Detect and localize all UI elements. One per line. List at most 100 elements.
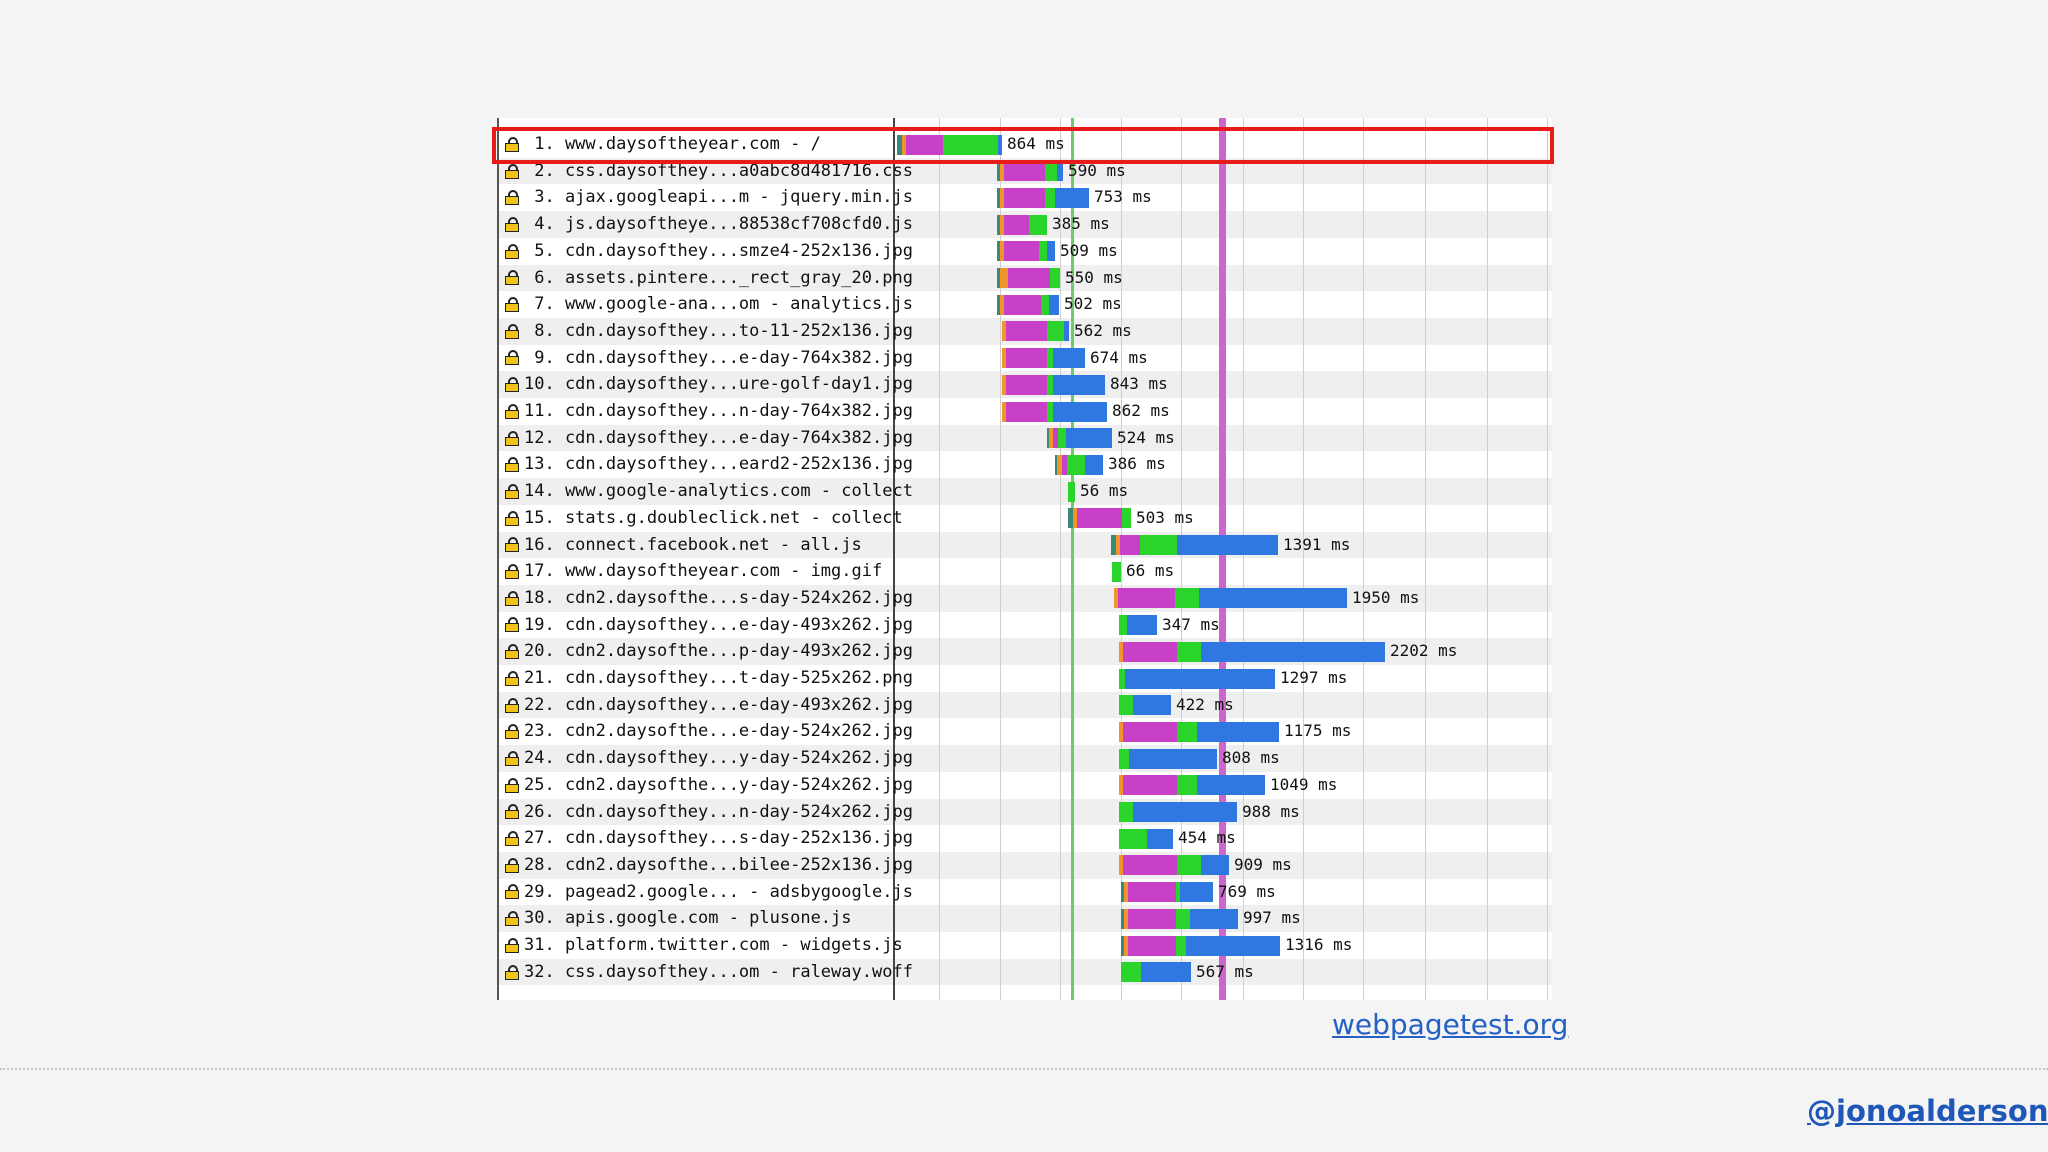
request-duration: 503 ms	[1136, 507, 1194, 527]
bar-segment-download	[1066, 428, 1112, 449]
request-url: 14. www.google-analytics.com - collect	[524, 481, 913, 502]
request-duration: 1175 ms	[1284, 721, 1352, 741]
bar-segment-ttfb	[1122, 508, 1131, 529]
request-label[interactable]: 24. cdn.daysofthey...y-day-524x262.jpg	[505, 745, 913, 772]
lock-icon	[505, 884, 519, 900]
dotted-separator	[0, 1068, 2048, 1070]
request-label[interactable]: 28. cdn2.daysofthe...bilee-252x136.jpg	[505, 852, 913, 879]
request-label[interactable]: 17. www.daysoftheyear.com - img.gif	[505, 558, 882, 585]
request-waterfall: 1. www.daysoftheyear.com - / 864 ms 2. cs…	[497, 118, 1552, 1000]
request-bar	[997, 214, 1047, 235]
request-label[interactable]: 7. www.google-ana...om - analytics.js	[505, 291, 913, 318]
request-bar	[1119, 641, 1385, 662]
bar-segment-connect	[1124, 935, 1128, 956]
bar-segment-ttfb	[1045, 161, 1057, 182]
request-label[interactable]: 12. cdn.daysofthey...e-day-764x382.jpg	[505, 425, 913, 452]
request-label[interactable]: 2. css.daysofthey...a0abc8d481716.css	[505, 158, 913, 185]
bar-segment-dns	[1047, 428, 1049, 449]
request-duration: 422 ms	[1176, 694, 1234, 714]
request-duration: 56 ms	[1080, 481, 1129, 501]
request-label[interactable]: 26. cdn.daysofthey...n-day-524x262.jpg	[505, 799, 913, 826]
request-label[interactable]: 9. cdn.daysofthey...e-day-764x382.jpg	[505, 345, 913, 372]
bar-segment-ssl	[1006, 374, 1047, 395]
request-label[interactable]: 8. cdn.daysofthey...to-11-252x136.jpg	[505, 318, 913, 345]
request-label[interactable]: 1. www.daysoftheyear.com - /	[505, 131, 821, 158]
bar-segment-download	[1197, 721, 1279, 742]
gridline	[1181, 118, 1182, 1000]
bar-segment-ttfb	[1119, 615, 1127, 636]
bar-segment-download	[1049, 294, 1059, 315]
request-label[interactable]: 13. cdn.daysofthey...eard2-252x136.jpg	[505, 451, 913, 478]
request-label[interactable]: 22. cdn.daysofthey...e-day-493x262.jpg	[505, 692, 913, 719]
request-label[interactable]: 32. css.daysofthey...om - raleway.woff	[505, 959, 913, 986]
dom-interactive-line	[1219, 118, 1226, 1000]
gridline	[1487, 118, 1488, 1000]
request-label[interactable]: 31. platform.twitter.com - widgets.js	[505, 932, 903, 959]
request-label[interactable]: 14. www.google-analytics.com - collect	[505, 478, 913, 505]
bar-segment-ssl	[1006, 401, 1047, 422]
request-label[interactable]: 11. cdn.daysofthey...n-day-764x382.jpg	[505, 398, 913, 425]
bar-segment-ssl	[1118, 588, 1175, 609]
request-label[interactable]: 21. cdn.daysofthey...t-day-525x262.png	[505, 665, 913, 692]
request-label[interactable]: 18. cdn2.daysofthe...s-day-524x262.jpg	[505, 585, 913, 612]
bar-segment-ttfb	[1039, 241, 1047, 262]
bar-segment-ssl	[1006, 348, 1047, 369]
request-label[interactable]: 19. cdn.daysofthey...e-day-493x262.jpg	[505, 612, 913, 639]
request-url: 21. cdn.daysofthey...t-day-525x262.png	[524, 668, 913, 688]
request-bar	[1121, 882, 1213, 903]
author-handle[interactable]: @jonoalderson	[1807, 1094, 2048, 1128]
request-label[interactable]: 6. assets.pintere..._rect_gray_20.png	[505, 265, 913, 292]
gridline	[1000, 118, 1001, 1000]
request-label[interactable]: 30. apis.google.com - plusone.js	[505, 905, 852, 932]
highlight-box	[492, 127, 1554, 164]
table-row	[497, 798, 1552, 826]
request-label[interactable]: 25. cdn2.daysofthe...y-day-524x262.jpg	[505, 772, 913, 799]
request-bar	[1114, 588, 1347, 609]
bar-segment-ttfb	[1058, 428, 1066, 449]
request-duration: 1049 ms	[1270, 774, 1338, 794]
request-label[interactable]: 3. ajax.googleapi...m - jquery.min.js	[505, 184, 913, 211]
bar-segment-ttfb	[1041, 294, 1049, 315]
request-duration: 674 ms	[1090, 347, 1148, 367]
bar-segment-connect	[1073, 508, 1077, 529]
request-duration: 454 ms	[1178, 828, 1236, 848]
request-url: 26. cdn.daysofthey...n-day-524x262.jpg	[524, 801, 913, 822]
lock-icon	[505, 617, 519, 633]
bar-segment-dns	[1121, 935, 1124, 956]
bar-segment-download	[1053, 374, 1105, 395]
request-label[interactable]: 15. stats.g.doubleclick.net - collect	[505, 505, 903, 532]
request-duration: 808 ms	[1222, 748, 1280, 768]
request-label[interactable]: 20. cdn2.daysofthe...p-day-493x262.jpg	[505, 638, 913, 665]
request-label[interactable]: 16. connect.facebook.net - all.js	[505, 532, 862, 559]
request-bar	[997, 161, 1063, 182]
request-bar	[1068, 481, 1075, 502]
bar-segment-ttfb	[1177, 721, 1197, 742]
bar-segment-connect	[1002, 321, 1006, 342]
bar-segment-download	[1055, 187, 1089, 208]
bar-segment-download	[1125, 668, 1275, 689]
request-bar	[1119, 855, 1229, 876]
gridline	[1243, 118, 1244, 1000]
request-label[interactable]: 10. cdn.daysofthey...ure-golf-day1.jpg	[505, 371, 913, 398]
bar-segment-download	[1180, 882, 1213, 903]
request-label[interactable]: 4. js.daysoftheye...88538cf708cfd0.js	[505, 211, 913, 238]
bar-segment-ttfb	[1176, 908, 1190, 929]
bar-segment-connect	[1002, 401, 1006, 422]
request-label[interactable]: 5. cdn.daysofthey...smze4-252x136.jpg	[505, 238, 913, 265]
request-url: 29. pagead2.google... - adsbygoogle.js	[524, 881, 913, 902]
source-link[interactable]: webpagetest.org	[1332, 1008, 1569, 1041]
request-label[interactable]: 29. pagead2.google... - adsbygoogle.js	[505, 879, 913, 906]
bar-segment-connect	[1124, 882, 1128, 903]
lock-icon	[505, 724, 519, 740]
bar-segment-ssl	[1053, 428, 1058, 449]
lock-icon	[505, 750, 519, 766]
request-url: 28. cdn2.daysofthe...bilee-252x136.jpg	[524, 854, 913, 875]
bar-segment-ttfb	[1112, 561, 1121, 582]
bar-segment-ttfb	[1177, 641, 1201, 662]
bar-segment-ttfb	[1119, 668, 1125, 689]
request-label[interactable]: 27. cdn.daysofthey...s-day-252x136.jpg	[505, 825, 913, 852]
request-label[interactable]: 23. cdn2.daysofthe...e-day-524x262.jpg	[505, 718, 913, 745]
lock-icon	[505, 510, 519, 526]
request-url: 25. cdn2.daysofthe...y-day-524x262.jpg	[524, 774, 913, 795]
bar-segment-ssl	[1077, 508, 1122, 529]
